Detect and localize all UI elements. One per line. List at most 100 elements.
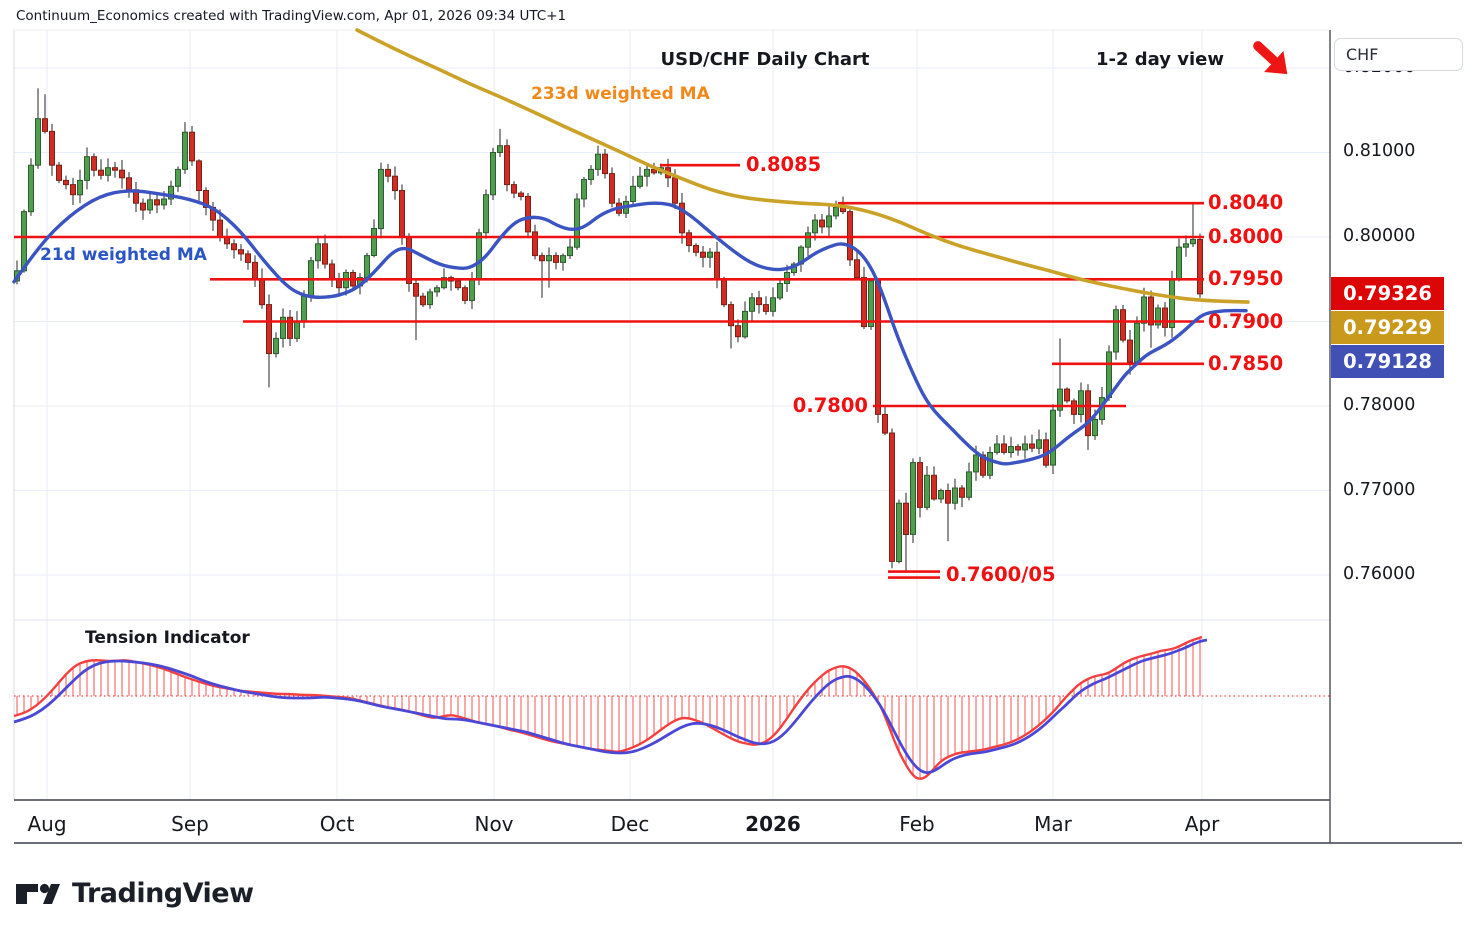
candle-body xyxy=(280,316,286,339)
time-axis-label-nov: Nov xyxy=(474,812,514,836)
candle-body xyxy=(777,283,783,299)
time-axis-label-oct: Oct xyxy=(319,812,355,836)
candle-body xyxy=(322,243,328,265)
level-label-07850: 0.7850 xyxy=(1208,352,1284,375)
candle-body xyxy=(252,261,258,280)
candle-body xyxy=(364,255,370,279)
tension-blue-line xyxy=(13,638,1208,774)
candle-body xyxy=(567,246,573,257)
time-axis-label-2026: 2026 xyxy=(745,812,801,836)
candle-body xyxy=(413,283,419,297)
candle-body xyxy=(714,251,720,280)
candle-body xyxy=(889,432,895,562)
candle-body xyxy=(1120,309,1126,341)
level-label-08040: 0.8040 xyxy=(1208,191,1284,214)
candle-body xyxy=(378,168,384,230)
candle-body xyxy=(63,179,69,186)
time-axis-label-dec: Dec xyxy=(610,812,650,836)
candle-body xyxy=(938,490,944,500)
level-label-08085: 0.8085 xyxy=(746,153,822,176)
candle-body xyxy=(371,228,377,256)
candle-body xyxy=(728,304,734,327)
candle-body xyxy=(539,255,545,262)
candle-body xyxy=(742,310,748,338)
candle-body xyxy=(637,175,643,187)
candle-body xyxy=(168,185,174,200)
candle-body xyxy=(917,462,923,508)
candle-body xyxy=(301,295,307,323)
ma233-line xyxy=(355,28,1250,304)
candle-body xyxy=(546,255,552,262)
candle-body xyxy=(70,184,76,196)
tension-red-line xyxy=(13,635,1203,780)
candle-body xyxy=(679,202,685,234)
candle-body xyxy=(686,232,692,247)
candle-body xyxy=(1127,339,1133,363)
candle-body xyxy=(903,502,909,536)
candle-body xyxy=(511,184,517,194)
candle-body xyxy=(553,255,559,263)
candle-body xyxy=(532,231,538,257)
candle-body xyxy=(1015,446,1021,451)
attribution-text: Continuum_Economics created with Trading… xyxy=(16,8,567,24)
tradingview-logo-icon xyxy=(16,883,60,904)
candle-body xyxy=(1001,443,1007,453)
tradingview-logo[interactable]: TradingView xyxy=(14,878,254,909)
candle-body xyxy=(434,287,440,293)
candle-body xyxy=(126,177,132,191)
candle-body xyxy=(175,168,181,187)
candle-body xyxy=(875,280,881,415)
level-label-08000: 0.8000 xyxy=(1208,225,1284,248)
candle-body xyxy=(1141,296,1147,324)
candle-body xyxy=(203,190,209,208)
candle-body xyxy=(427,291,433,306)
candle-body xyxy=(294,321,300,339)
candle-body xyxy=(105,167,111,176)
candle-body xyxy=(238,249,244,255)
price-scale-label: 0.78000 xyxy=(1343,395,1416,415)
candle-body xyxy=(266,304,272,355)
ma233-label: 233d weighted MA xyxy=(531,84,710,104)
candle-body xyxy=(833,206,839,217)
candle-body xyxy=(483,194,489,234)
candle-body xyxy=(189,131,195,162)
time-axis-label-aug: Aug xyxy=(27,812,67,836)
tradingview-logo-text: TradingView xyxy=(72,878,254,909)
candle-body xyxy=(1085,390,1091,437)
candle-body xyxy=(399,190,405,238)
candle-body xyxy=(560,255,566,263)
candle-body xyxy=(42,118,48,132)
candle-body xyxy=(28,164,34,213)
symbol-search-box[interactable]: CHF xyxy=(1334,38,1463,71)
candle-body xyxy=(945,490,951,504)
candle-body xyxy=(287,316,293,339)
candle-body xyxy=(574,198,580,248)
candle-body xyxy=(602,153,608,175)
candle-body xyxy=(763,304,769,312)
price-scale-label: 0.77000 xyxy=(1343,480,1416,500)
candle-body xyxy=(49,130,55,166)
candle-body xyxy=(140,202,146,211)
candle-body xyxy=(994,443,1000,453)
candle-body xyxy=(259,278,265,306)
candle-body xyxy=(630,185,636,203)
candle-body xyxy=(959,487,965,498)
candle-body xyxy=(518,192,524,198)
page-title: USD/CHF Daily Chart xyxy=(660,49,870,70)
candle-body xyxy=(245,253,251,263)
candle-body xyxy=(525,195,531,233)
candle-body xyxy=(819,219,825,228)
candle-body xyxy=(231,243,237,251)
price-scale-label: 0.80000 xyxy=(1343,226,1416,246)
candle-body xyxy=(721,278,727,306)
ma21-line xyxy=(12,189,1248,466)
candle-body xyxy=(1155,307,1161,326)
candle-body xyxy=(868,280,874,327)
candle-body xyxy=(420,295,426,306)
level-label-07900: 0.7900 xyxy=(1208,310,1284,333)
candle-body xyxy=(91,156,97,171)
candle-body xyxy=(1057,388,1063,411)
candle-body xyxy=(119,169,125,179)
candle-body xyxy=(112,167,118,171)
